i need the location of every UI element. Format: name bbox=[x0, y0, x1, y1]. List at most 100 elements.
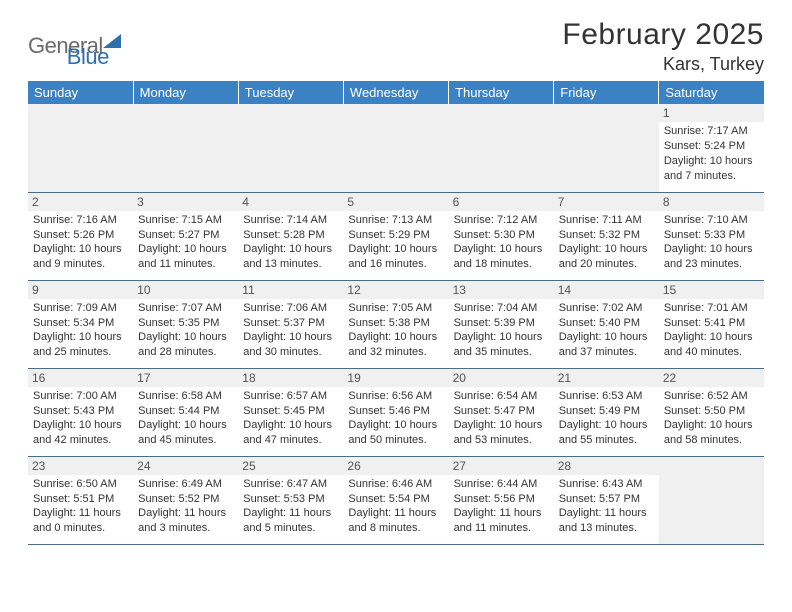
calendar-day-cell: 21Sunrise: 6:53 AMSunset: 5:49 PMDayligh… bbox=[554, 368, 659, 456]
day-details: Sunrise: 6:52 AMSunset: 5:50 PMDaylight:… bbox=[664, 389, 759, 448]
daylight-line-1: Daylight: 11 hours bbox=[138, 506, 233, 521]
calendar-week-row: 16Sunrise: 7:00 AMSunset: 5:43 PMDayligh… bbox=[28, 368, 764, 456]
daylight-line-1: Daylight: 10 hours bbox=[138, 330, 233, 345]
col-friday: Friday bbox=[554, 81, 659, 104]
sunset-line: Sunset: 5:53 PM bbox=[243, 492, 338, 507]
daylight-line-1: Daylight: 10 hours bbox=[664, 242, 759, 257]
sunrise-line: Sunrise: 7:14 AM bbox=[243, 213, 338, 228]
calendar-week-row: 2Sunrise: 7:16 AMSunset: 5:26 PMDaylight… bbox=[28, 192, 764, 280]
title-block: February 2025 Kars, Turkey bbox=[562, 18, 764, 75]
col-tuesday: Tuesday bbox=[238, 81, 343, 104]
sunrise-line: Sunrise: 7:04 AM bbox=[454, 301, 549, 316]
day-number: 28 bbox=[554, 457, 659, 475]
daylight-line-2: and 58 minutes. bbox=[664, 433, 759, 448]
sunrise-line: Sunrise: 6:56 AM bbox=[348, 389, 443, 404]
calendar-day-cell: 27Sunrise: 6:44 AMSunset: 5:56 PMDayligh… bbox=[449, 456, 554, 544]
day-details: Sunrise: 6:53 AMSunset: 5:49 PMDaylight:… bbox=[559, 389, 654, 448]
sunset-line: Sunset: 5:34 PM bbox=[33, 316, 128, 331]
sunset-line: Sunset: 5:35 PM bbox=[138, 316, 233, 331]
calendar-day-cell: 18Sunrise: 6:57 AMSunset: 5:45 PMDayligh… bbox=[238, 368, 343, 456]
calendar-day-cell bbox=[28, 104, 133, 192]
calendar-day-cell: 26Sunrise: 6:46 AMSunset: 5:54 PMDayligh… bbox=[343, 456, 448, 544]
day-number: 13 bbox=[449, 281, 554, 299]
day-details: Sunrise: 7:04 AMSunset: 5:39 PMDaylight:… bbox=[454, 301, 549, 360]
header: General Blue February 2025 Kars, Turkey bbox=[28, 18, 764, 75]
day-number: 5 bbox=[343, 193, 448, 211]
day-details: Sunrise: 6:50 AMSunset: 5:51 PMDaylight:… bbox=[33, 477, 128, 536]
day-number: 11 bbox=[238, 281, 343, 299]
day-number: 15 bbox=[659, 281, 764, 299]
daylight-line-2: and 47 minutes. bbox=[243, 433, 338, 448]
calendar-day-cell: 23Sunrise: 6:50 AMSunset: 5:51 PMDayligh… bbox=[28, 456, 133, 544]
day-details: Sunrise: 6:47 AMSunset: 5:53 PMDaylight:… bbox=[243, 477, 338, 536]
sunset-line: Sunset: 5:28 PM bbox=[243, 228, 338, 243]
calendar-day-cell bbox=[554, 104, 659, 192]
calendar-week-row: 1Sunrise: 7:17 AMSunset: 5:24 PMDaylight… bbox=[28, 104, 764, 192]
brand-text-b: Blue bbox=[67, 44, 109, 70]
sunrise-line: Sunrise: 7:10 AM bbox=[664, 213, 759, 228]
day-number: 9 bbox=[28, 281, 133, 299]
month-year: February 2025 bbox=[562, 18, 764, 52]
daylight-line-2: and 11 minutes. bbox=[454, 521, 549, 536]
calendar-day-cell: 4 Sunrise: 7:14 AMSunset: 5:28 PMDaylight… bbox=[238, 192, 343, 280]
day-details: Sunrise: 6:54 AMSunset: 5:47 PMDaylight:… bbox=[454, 389, 549, 448]
daylight-line-2: and 37 minutes. bbox=[559, 345, 654, 360]
sunset-line: Sunset: 5:46 PM bbox=[348, 404, 443, 419]
daylight-line-2: and 35 minutes. bbox=[454, 345, 549, 360]
daylight-line-2: and 42 minutes. bbox=[33, 433, 128, 448]
sunset-line: Sunset: 5:54 PM bbox=[348, 492, 443, 507]
day-number: 1 bbox=[659, 104, 764, 122]
day-number: 4 bbox=[238, 193, 343, 211]
sunset-line: Sunset: 5:45 PM bbox=[243, 404, 338, 419]
day-number: 2 bbox=[28, 193, 133, 211]
daylight-line-1: Daylight: 10 hours bbox=[33, 330, 128, 345]
calendar-day-cell: 25 Sunrise: 6:47 AMSunset: 5:53 PMDayligh… bbox=[238, 456, 343, 544]
daylight-line-2: and 16 minutes. bbox=[348, 257, 443, 272]
day-details: Sunrise: 7:14 AMSunset: 5:28 PMDaylight:… bbox=[243, 213, 338, 272]
daylight-line-1: Daylight: 10 hours bbox=[348, 242, 443, 257]
daylight-line-2: and 18 minutes. bbox=[454, 257, 549, 272]
sunset-line: Sunset: 5:52 PM bbox=[138, 492, 233, 507]
day-number: 6 bbox=[449, 193, 554, 211]
day-number: 24 bbox=[133, 457, 238, 475]
day-details: Sunrise: 7:15 AMSunset: 5:27 PMDaylight:… bbox=[138, 213, 233, 272]
daylight-line-2: and 9 minutes. bbox=[33, 257, 128, 272]
calendar-day-cell: 1Sunrise: 7:17 AMSunset: 5:24 PMDaylight… bbox=[659, 104, 764, 192]
sunrise-line: Sunrise: 7:09 AM bbox=[33, 301, 128, 316]
sunrise-line: Sunrise: 7:01 AM bbox=[664, 301, 759, 316]
daylight-line-1: Daylight: 11 hours bbox=[33, 506, 128, 521]
daylight-line-2: and 50 minutes. bbox=[348, 433, 443, 448]
daylight-line-2: and 32 minutes. bbox=[348, 345, 443, 360]
daylight-line-1: Daylight: 10 hours bbox=[559, 330, 654, 345]
sunset-line: Sunset: 5:40 PM bbox=[559, 316, 654, 331]
sunset-line: Sunset: 5:27 PM bbox=[138, 228, 233, 243]
daylight-line-1: Daylight: 11 hours bbox=[559, 506, 654, 521]
daylight-line-1: Daylight: 10 hours bbox=[33, 418, 128, 433]
sunset-line: Sunset: 5:47 PM bbox=[454, 404, 549, 419]
sunrise-line: Sunrise: 7:11 AM bbox=[559, 213, 654, 228]
day-number: 25 bbox=[238, 457, 343, 475]
calendar-table: Sunday Monday Tuesday Wednesday Thursday… bbox=[28, 81, 764, 545]
calendar-day-cell: 6Sunrise: 7:12 AMSunset: 5:30 PMDaylight… bbox=[449, 192, 554, 280]
sunset-line: Sunset: 5:24 PM bbox=[664, 139, 759, 154]
calendar-day-cell: 12Sunrise: 7:05 AMSunset: 5:38 PMDayligh… bbox=[343, 280, 448, 368]
daylight-line-2: and 11 minutes. bbox=[138, 257, 233, 272]
daylight-line-2: and 13 minutes. bbox=[243, 257, 338, 272]
sunrise-line: Sunrise: 7:16 AM bbox=[33, 213, 128, 228]
day-number: 20 bbox=[449, 369, 554, 387]
day-details: Sunrise: 6:58 AMSunset: 5:44 PMDaylight:… bbox=[138, 389, 233, 448]
sunrise-line: Sunrise: 6:53 AM bbox=[559, 389, 654, 404]
daylight-line-1: Daylight: 10 hours bbox=[664, 154, 759, 169]
calendar-day-cell bbox=[659, 456, 764, 544]
day-number: 17 bbox=[133, 369, 238, 387]
daylight-line-2: and 55 minutes. bbox=[559, 433, 654, 448]
daylight-line-2: and 28 minutes. bbox=[138, 345, 233, 360]
day-number: 18 bbox=[238, 369, 343, 387]
sunrise-line: Sunrise: 6:49 AM bbox=[138, 477, 233, 492]
sunset-line: Sunset: 5:41 PM bbox=[664, 316, 759, 331]
day-number: 12 bbox=[343, 281, 448, 299]
daylight-line-2: and 5 minutes. bbox=[243, 521, 338, 536]
daylight-line-2: and 23 minutes. bbox=[664, 257, 759, 272]
day-details: Sunrise: 7:01 AMSunset: 5:41 PMDaylight:… bbox=[664, 301, 759, 360]
sunset-line: Sunset: 5:38 PM bbox=[348, 316, 443, 331]
